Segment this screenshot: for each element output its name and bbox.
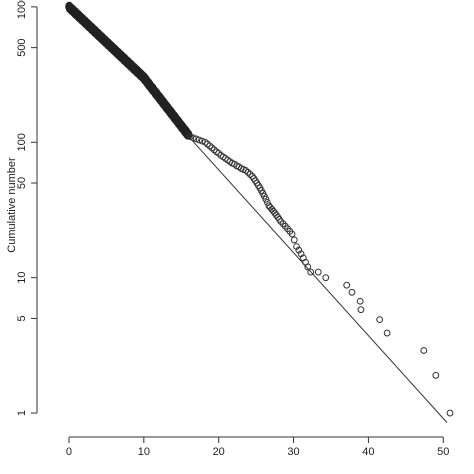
- data-point: [322, 274, 330, 282]
- x-tick-label: 10: [138, 446, 150, 458]
- y-tick-label: 10: [16, 272, 28, 284]
- y-axis-label: Cumulative number: [6, 157, 18, 253]
- data-point: [348, 288, 356, 296]
- data-point: [206, 142, 214, 150]
- data-point: [293, 243, 300, 250]
- data-point: [215, 149, 223, 157]
- data-point: [210, 146, 218, 154]
- data-point: [295, 246, 303, 254]
- data-points: [65, 1, 454, 417]
- data-point: [304, 263, 312, 271]
- data-point: [262, 195, 270, 203]
- data-point: [244, 168, 252, 176]
- y-tick-label: 1: [16, 410, 28, 416]
- data-point: [376, 316, 384, 324]
- axes: 1 5 10 50 100 500 1000 0 10 20 30 40 50: [16, 0, 449, 458]
- data-point: [420, 347, 428, 354]
- data-point: [446, 409, 454, 417]
- x-tick-label: 20: [213, 446, 225, 458]
- x-tick-label: 0: [66, 446, 72, 458]
- data-point: [263, 198, 271, 206]
- data-point: [266, 204, 274, 211]
- data-point: [432, 371, 440, 379]
- data-point: [208, 144, 216, 152]
- data-point: [314, 268, 322, 276]
- data-point: [357, 306, 365, 314]
- data-point: [307, 268, 315, 276]
- y-tick-label: 5: [16, 315, 28, 321]
- data-point: [343, 281, 351, 289]
- x-tick-label: 50: [437, 446, 449, 458]
- data-point: [198, 137, 206, 145]
- data-point: [288, 230, 296, 238]
- data-point: [277, 218, 285, 225]
- data-point: [186, 133, 194, 141]
- x-tick-label: 40: [362, 446, 374, 458]
- data-point: [242, 166, 250, 174]
- data-point: [246, 170, 254, 178]
- y-tick-label: 1000: [16, 0, 28, 19]
- data-point: [290, 236, 298, 244]
- y-tick-label: 50: [16, 177, 28, 189]
- data-point: [356, 297, 364, 305]
- data-point: [204, 140, 211, 148]
- y-tick-label: 100: [16, 133, 28, 151]
- data-point: [383, 329, 391, 337]
- y-tick-label: 500: [16, 38, 28, 56]
- x-tick-label: 30: [287, 446, 299, 458]
- reference-line: [188, 136, 448, 423]
- data-point: [195, 136, 203, 144]
- data-point: [192, 135, 200, 143]
